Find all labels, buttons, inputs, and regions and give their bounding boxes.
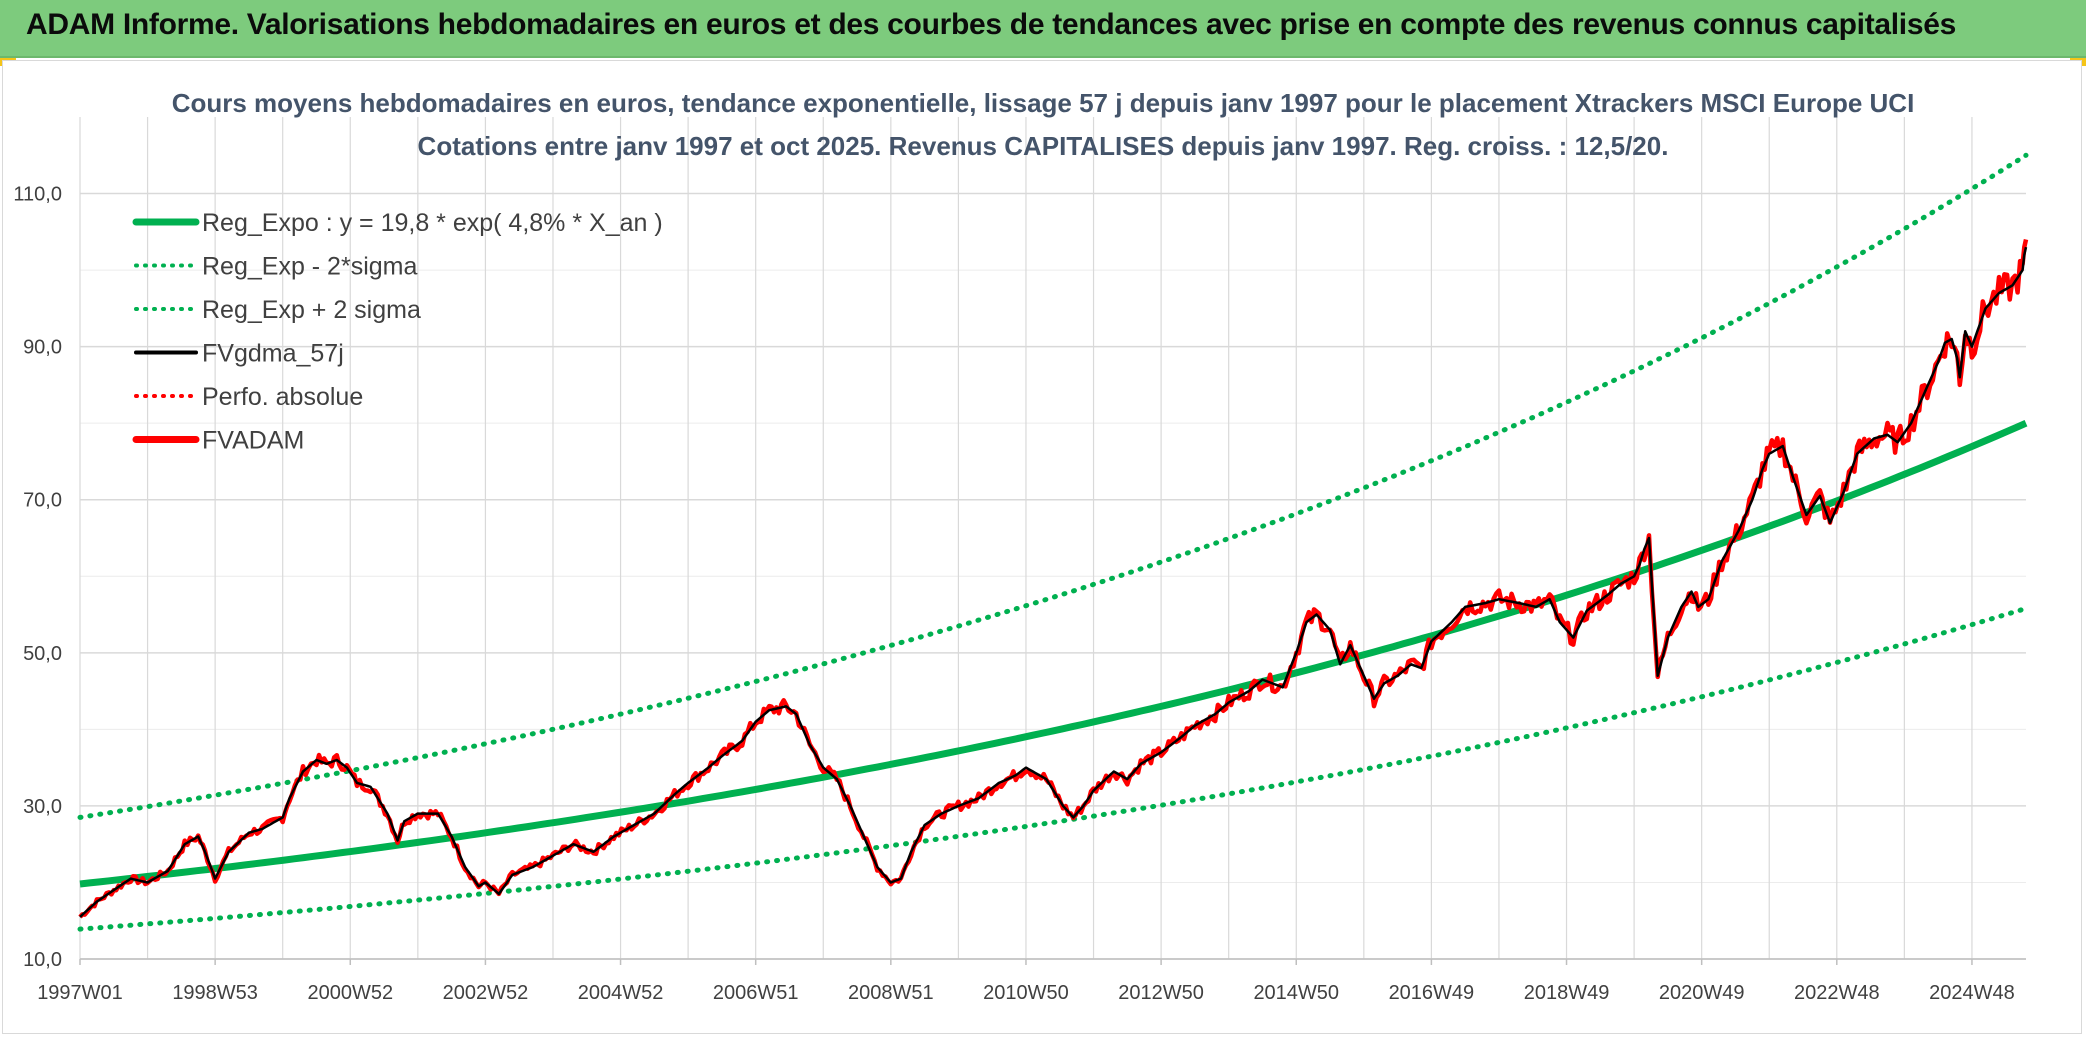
- y-tick-label: 70,0: [23, 490, 62, 512]
- x-tick-label: 2018W49: [1524, 982, 1610, 1004]
- chart-subtitle: Cotations entre janv 1997 et oct 2025. R…: [418, 131, 1669, 161]
- legend-label: Reg_Expo : y = 19,8 * exp( 4,8% * X_an ): [202, 209, 663, 237]
- x-tick-label: 2020W49: [1659, 982, 1745, 1004]
- legend-label: FVADAM: [202, 427, 304, 455]
- y-axis: 10,0 30,0 50,0 70,0 90,0 110,0: [13, 184, 62, 971]
- y-tick-label: 90,0: [23, 337, 62, 359]
- y-tick-label: 50,0: [23, 643, 62, 665]
- x-tick-label: 2014W50: [1253, 982, 1339, 1004]
- x-tick-label: 2012W50: [1118, 982, 1204, 1004]
- x-tick-label: 2024W48: [1929, 982, 2015, 1004]
- x-tick-label: 1997W01: [37, 982, 123, 1004]
- series-reg-lower: [80, 608, 2026, 929]
- x-tick-label: 2006W51: [713, 982, 799, 1004]
- y-tick-label: 30,0: [23, 796, 62, 818]
- x-tick-label: 2022W48: [1794, 982, 1880, 1004]
- x-tick-label: 1998W53: [172, 982, 258, 1004]
- legend-label: Reg_Exp + 2 sigma: [202, 296, 421, 324]
- x-axis: 1997W01 1998W53 2000W52 2002W52 2004W52 2006W…: [37, 959, 2015, 1004]
- series-reg-expo: [80, 423, 2026, 884]
- y-tick-label: 110,0: [13, 184, 62, 206]
- x-tick-label: 2000W52: [307, 982, 393, 1004]
- legend-label: Perfo. absolue: [202, 383, 363, 411]
- series-fvadam: [80, 240, 2026, 918]
- series-fvgdma-57j: [80, 247, 2026, 917]
- y-tick-label: 10,0: [23, 949, 62, 971]
- x-tick-label: 2010W50: [983, 982, 1069, 1004]
- x-tick-label: 2016W49: [1389, 982, 1475, 1004]
- x-tick-label: 2004W52: [578, 982, 664, 1004]
- chart-title: Cours moyens hebdomadaires en euros, ten…: [172, 88, 1915, 118]
- x-tick-label: 2002W52: [443, 982, 529, 1004]
- x-tick-label: 2008W51: [848, 982, 934, 1004]
- legend-label: Reg_Exp - 2*sigma: [202, 253, 417, 281]
- legend-label: FVgdma_57j: [202, 340, 344, 368]
